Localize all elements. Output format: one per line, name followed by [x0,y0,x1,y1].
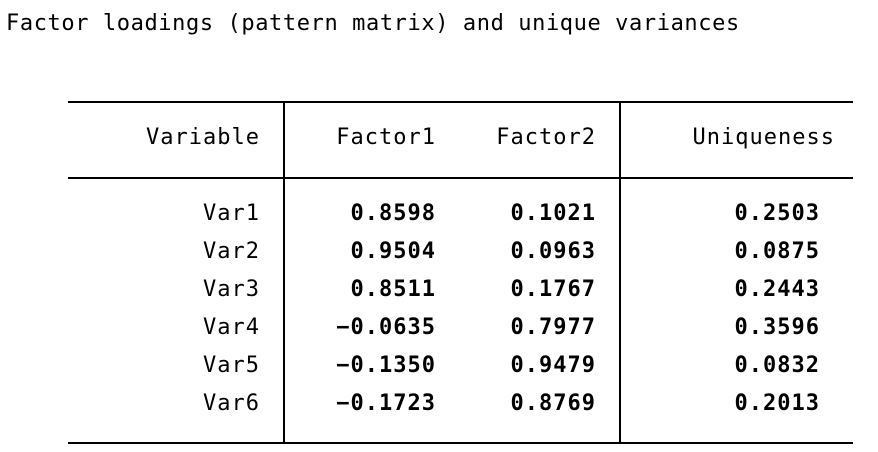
row-factor2: 0.0963 [510,239,596,264]
row-variable: Var4 [203,315,260,340]
header-uniqueness: Uniqueness [692,125,835,150]
row-uniqueness: 0.3596 [734,315,820,340]
row-factor1: 0.8598 [350,201,436,226]
header-factor2: Factor2 [496,125,596,150]
row-factor1: −0.1350 [336,353,436,378]
row-uniqueness: 0.0832 [734,353,820,378]
row-uniqueness: 0.0875 [734,239,820,264]
row-factor1: 0.8511 [350,277,436,302]
header-variable: Variable [146,125,260,150]
row-factor2: 0.1767 [510,277,596,302]
row-factor2: 0.9479 [510,353,596,378]
row-variable: Var3 [203,277,260,302]
row-variable: Var1 [203,201,260,226]
table-title: Factor loadings (pattern matrix) and uni… [6,11,740,36]
row-uniqueness: 0.2503 [734,201,820,226]
row-variable: Var6 [203,391,260,416]
table-bottom-rule [68,442,853,444]
row-factor2: 0.8769 [510,391,596,416]
row-variable: Var5 [203,353,260,378]
row-factor1: −0.1723 [336,391,436,416]
row-uniqueness: 0.2013 [734,391,820,416]
row-factor2: 0.7977 [510,315,596,340]
row-uniqueness: 0.2443 [734,277,820,302]
row-variable: Var2 [203,239,260,264]
table-column-divider-variable [283,101,285,443]
table-column-divider-uniqueness [619,101,621,443]
row-factor1: 0.9504 [350,239,436,264]
row-factor2: 0.1021 [510,201,596,226]
header-factor1: Factor1 [336,125,436,150]
table-header-rule [68,177,853,179]
row-factor1: −0.0635 [336,315,436,340]
table-top-rule [68,101,853,103]
